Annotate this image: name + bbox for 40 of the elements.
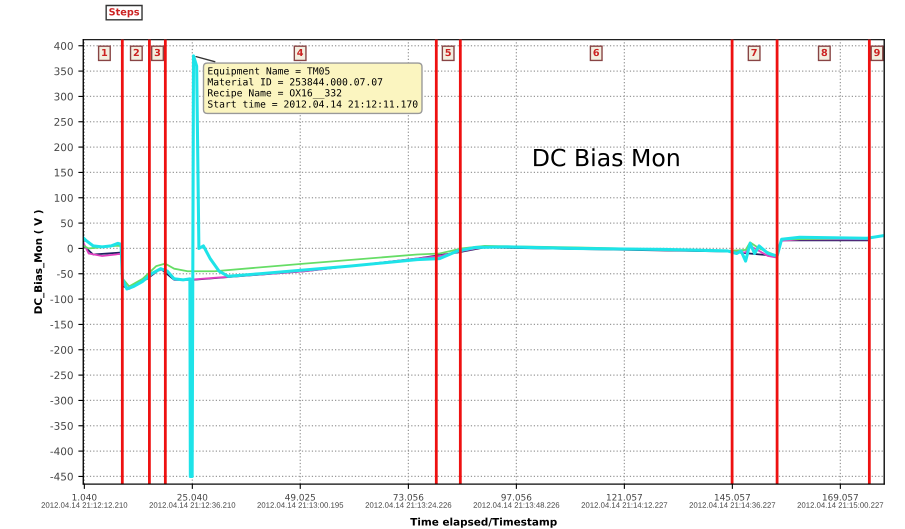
y-tick-label: -400: [50, 447, 73, 456]
annotation: 3: [154, 48, 160, 56]
y-tick-label: -50: [57, 270, 73, 278]
y-tick-label: 300: [54, 92, 73, 101]
annotation: 6: [593, 48, 600, 56]
y-tick-label: -100: [50, 295, 73, 304]
x-axis-title: Time elapsed/Timestamp: [410, 518, 557, 528]
annotation: 4: [297, 48, 304, 56]
x-tick-label: 97.056: [501, 494, 532, 501]
y-axis-title: DC_Bias_Mon ( V ): [34, 210, 44, 314]
y-tick-label: 150: [54, 168, 73, 177]
y-tick-label: 200: [54, 143, 73, 152]
x-tick-label: 73.056: [394, 494, 424, 501]
annotation: Equipment Name = TM05 Material ID = 253844.000.07.07 Recipe Name = OX16__332 Start time = 2012.04.14 21:12:11.170: [208, 67, 418, 108]
y-tick-label: -250: [50, 371, 73, 380]
annotation: DC Bias Mon: [534, 148, 679, 167]
annotation: 7: [751, 48, 757, 56]
y-tick-label: 100: [54, 194, 73, 202]
x-tick-label: 1.040: [72, 494, 96, 501]
y-tick-label: 0: [68, 244, 73, 253]
x-tick-label: 25.040: [177, 494, 208, 501]
y-tick-label: 50: [61, 219, 73, 228]
annotation: 8: [822, 48, 828, 56]
text: Steps: [109, 8, 140, 18]
annotation: 2: [134, 48, 139, 56]
y-tick-label: -200: [50, 346, 73, 354]
annotation: 5: [446, 48, 451, 56]
x-tick-label: 169.057: [822, 494, 858, 501]
x-tick-label: 145.057: [714, 494, 750, 501]
y-tick-label: 250: [54, 118, 73, 126]
annotation: 1: [102, 48, 108, 56]
y-tick-label: -350: [50, 422, 73, 430]
y-tick-label: -150: [50, 320, 73, 329]
x-tick-label: 49.025: [285, 494, 316, 501]
annotation: 9: [874, 48, 880, 56]
y-tick-label: 400: [54, 42, 73, 50]
y-tick-label: 350: [54, 67, 73, 76]
y-tick-label: -300: [50, 396, 73, 405]
x-tick-label: 121.057: [606, 494, 642, 501]
y-tick-label: -450: [50, 472, 73, 481]
